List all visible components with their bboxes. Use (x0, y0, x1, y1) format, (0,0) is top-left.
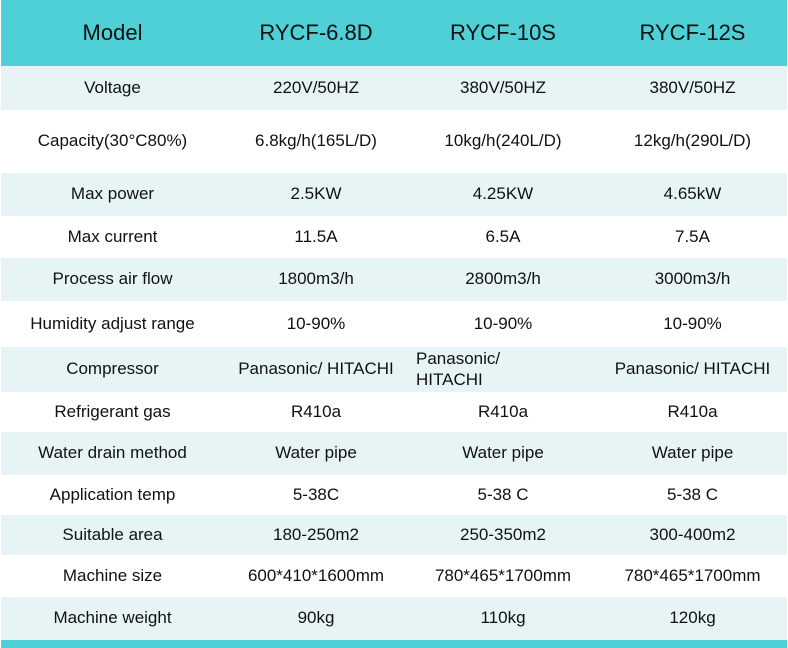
table-cell: 5-38C (224, 475, 408, 515)
table-cell: 1800m3/h (224, 258, 408, 301)
table-cell: 6.5A (408, 216, 598, 258)
table-cell: 220V/50HZ (224, 66, 408, 110)
row-label: Humidity adjust range (1, 301, 224, 347)
row-label: Application temp (1, 475, 224, 515)
row-label: Water drain method (1, 432, 224, 475)
table-cell: 380V/50HZ (598, 66, 787, 110)
table-cell: R410a (408, 392, 598, 432)
table-cell: Panasonic/ HITACHI (598, 347, 787, 392)
table-header-row: Model RYCF-6.8D RYCF-10S RYCF-12S (1, 0, 787, 66)
table-cell: 6.8kg/h(165L/D) (224, 110, 408, 173)
table-cell: Panasonic/ HITACHI (408, 347, 598, 392)
table-cell: 10kg/h(240L/D) (408, 110, 598, 173)
table-cell: 10-90% (224, 301, 408, 347)
table-cell: 600*410*1600mm (224, 555, 408, 597)
row-label: Max power (1, 173, 224, 216)
row-label: Refrigerant gas (1, 392, 224, 432)
table-cell: 2800m3/h (408, 258, 598, 301)
table-cell: 10-90% (598, 301, 787, 347)
table-cell: Panasonic/ HITACHI (224, 347, 408, 392)
header-cell: RYCF-12S (598, 0, 787, 66)
table-cell: 3000m3/h (598, 258, 787, 301)
header-cell: Model (1, 0, 224, 66)
table-cell: 90kg (224, 597, 408, 640)
table-cell: 110kg (408, 597, 598, 640)
table-cell: Water pipe (598, 432, 787, 475)
table-cell: Water pipe (224, 432, 408, 475)
row-label: Process air flow (1, 258, 224, 301)
table-cell: 780*465*1700mm (408, 555, 598, 597)
table-row: Water drain method Water pipe Water pipe… (1, 432, 787, 475)
table-row: Machine weight 90kg 110kg 120kg (1, 597, 787, 640)
table-bottom-bar (1, 640, 787, 648)
table-row: Refrigerant gas R410a R410a R410a (1, 392, 787, 432)
table-row: Machine size 600*410*1600mm 780*465*1700… (1, 555, 787, 597)
header-cell: RYCF-10S (408, 0, 598, 66)
table-row: Max current 11.5A 6.5A 7.5A (1, 216, 787, 258)
row-label: Compressor (1, 347, 224, 392)
table-row: Compressor Panasonic/ HITACHI Panasonic/… (1, 347, 787, 392)
table-cell: 380V/50HZ (408, 66, 598, 110)
table-cell: 4.65kW (598, 173, 787, 216)
row-label: Capacity(30°C80%) (1, 110, 224, 173)
table-cell-text: Panasonic/ HITACHI (416, 349, 501, 389)
table-cell: 12kg/h(290L/D) (598, 110, 787, 173)
table-row: Max power 2.5KW 4.25KW 4.65kW (1, 173, 787, 216)
row-label: Suitable area (1, 515, 224, 555)
table-cell: 10-90% (408, 301, 598, 347)
table-cell: 11.5A (224, 216, 408, 258)
table-cell: 120kg (598, 597, 787, 640)
table-row: Application temp 5-38C 5-38 C 5-38 C (1, 475, 787, 515)
table-cell: 300-400m2 (598, 515, 787, 555)
table-cell: 5-38 C (598, 475, 787, 515)
table-cell: 2.5KW (224, 173, 408, 216)
table-cell: 250-350m2 (408, 515, 598, 555)
header-cell: RYCF-6.8D (224, 0, 408, 66)
table-row: Suitable area 180-250m2 250-350m2 300-40… (1, 515, 787, 555)
table-cell: R410a (224, 392, 408, 432)
row-label: Max current (1, 216, 224, 258)
row-label: Machine size (1, 555, 224, 597)
table-cell: 5-38 C (408, 475, 598, 515)
table-row: Voltage 220V/50HZ 380V/50HZ 380V/50HZ (1, 66, 787, 110)
table-cell: 4.25KW (408, 173, 598, 216)
table-row: Humidity adjust range 10-90% 10-90% 10-9… (1, 301, 787, 347)
table-cell: 780*465*1700mm (598, 555, 787, 597)
row-label: Voltage (1, 66, 224, 110)
table-row: Capacity(30°C80%) 6.8kg/h(165L/D) 10kg/h… (1, 110, 787, 173)
table-cell: 180-250m2 (224, 515, 408, 555)
table-cell: R410a (598, 392, 787, 432)
table-cell: 7.5A (598, 216, 787, 258)
table-row: Process air flow 1800m3/h 2800m3/h 3000m… (1, 258, 787, 301)
row-label: Machine weight (1, 597, 224, 640)
table-cell: Water pipe (408, 432, 598, 475)
